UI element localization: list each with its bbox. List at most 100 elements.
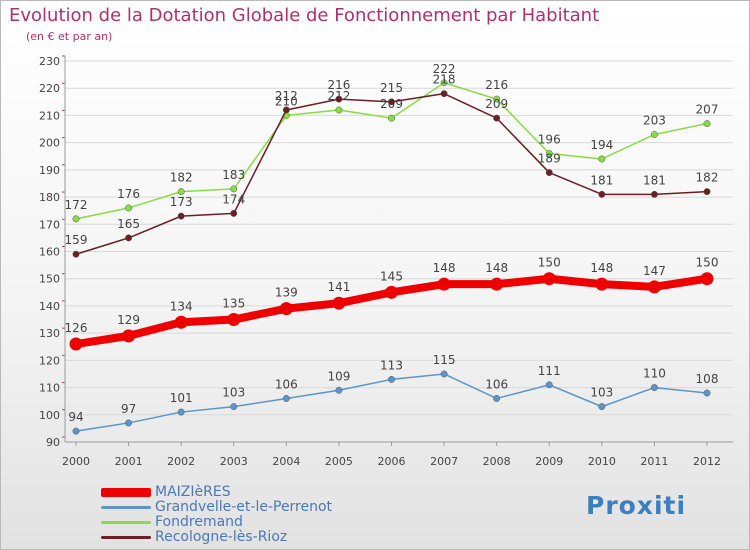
y-tick-label: 230 — [39, 55, 60, 68]
data-label: 222 — [433, 62, 456, 76]
y-tick-label: 140 — [39, 300, 60, 313]
data-point — [385, 285, 398, 299]
y-tick-label: 190 — [39, 164, 60, 177]
legend-label: Grandvelle-et-le-Perrenot — [155, 499, 333, 515]
data-point — [493, 114, 501, 122]
data-point — [125, 419, 133, 427]
y-tick-label: 110 — [39, 382, 60, 395]
x-tick-label: 2004 — [272, 455, 300, 468]
y-tick-label: 130 — [39, 327, 60, 340]
chart-title: Evolution de la Dotation Globale de Fonc… — [9, 5, 600, 26]
data-label: 94 — [68, 410, 83, 424]
logo-text: Proxiti — [586, 491, 687, 520]
data-label: 148 — [433, 261, 456, 275]
data-point — [703, 120, 711, 128]
data-label: 216 — [485, 78, 508, 92]
y-tick-label: 170 — [39, 218, 60, 231]
data-label: 129 — [117, 313, 140, 327]
data-point — [595, 277, 609, 291]
data-point — [437, 277, 451, 291]
data-label: 181 — [590, 173, 613, 187]
data-label: 215 — [380, 81, 403, 95]
legend-label: Recologne-lès-Rioz — [155, 529, 288, 545]
data-point — [545, 169, 553, 177]
data-point — [282, 395, 290, 402]
data-label: 182 — [170, 171, 193, 185]
x-tick-label: 2008 — [483, 455, 511, 468]
data-point — [440, 79, 448, 87]
data-point — [388, 98, 395, 106]
data-point — [545, 381, 553, 389]
x-tick-label: 2000 — [62, 455, 90, 468]
data-point — [598, 403, 606, 411]
data-point — [440, 90, 448, 98]
data-point — [177, 212, 185, 220]
data-point — [230, 403, 238, 411]
data-point — [72, 215, 80, 223]
data-label: 139 — [275, 286, 298, 300]
data-point — [650, 190, 658, 198]
x-tick-label: 2007 — [430, 455, 458, 468]
data-label: 110 — [643, 367, 666, 381]
data-label: 210 — [275, 94, 298, 108]
legend-label: Fondremand — [155, 514, 243, 530]
data-point — [122, 329, 136, 343]
data-label: 182 — [696, 171, 719, 185]
data-point — [493, 95, 501, 103]
data-label: 108 — [696, 372, 719, 386]
data-point — [230, 209, 238, 217]
x-tick-label: 2010 — [588, 455, 616, 468]
data-label: 101 — [170, 391, 193, 405]
data-label: 172 — [65, 198, 88, 212]
data-label: 147 — [643, 264, 666, 278]
x-tick-label: 2012 — [693, 455, 721, 468]
data-point — [440, 370, 448, 378]
y-tick-label: 200 — [39, 137, 60, 150]
data-label: 148 — [590, 261, 613, 275]
x-tick-label: 2005 — [325, 455, 353, 468]
data-label: 183 — [222, 168, 245, 182]
data-point — [125, 204, 133, 212]
data-label: 174 — [222, 192, 245, 206]
data-point — [598, 190, 606, 198]
x-tick-label: 2011 — [640, 455, 668, 468]
data-point — [703, 188, 711, 196]
data-point — [335, 95, 343, 103]
data-label: 134 — [170, 299, 193, 313]
data-label: 145 — [380, 269, 403, 283]
data-label: 181 — [643, 173, 666, 187]
data-label: 148 — [485, 261, 508, 275]
data-label: 196 — [538, 133, 561, 147]
chart-subtitle: (en € et par an) — [26, 30, 113, 43]
data-label: 189 — [538, 152, 561, 166]
data-point — [598, 155, 606, 163]
data-point — [230, 185, 238, 193]
data-point — [279, 302, 293, 316]
x-tick-label: 2001 — [115, 455, 143, 468]
data-label: 216 — [327, 78, 350, 92]
data-point — [647, 280, 661, 294]
data-label: 165 — [117, 217, 140, 231]
data-point — [72, 250, 80, 258]
proxiti-logo: Proxiti — [586, 491, 686, 520]
data-label: 150 — [696, 256, 719, 270]
data-label: 173 — [170, 195, 193, 209]
data-point — [332, 296, 346, 310]
data-label: 97 — [121, 402, 136, 416]
data-point — [72, 427, 80, 435]
data-point — [177, 408, 185, 416]
y-tick-label: 90 — [46, 436, 60, 449]
data-label: 113 — [380, 358, 403, 372]
data-label: 150 — [538, 256, 561, 270]
data-label: 126 — [65, 321, 88, 335]
data-point — [703, 389, 711, 397]
data-point — [227, 313, 241, 327]
y-tick-label: 160 — [39, 246, 60, 259]
data-label: 203 — [643, 113, 666, 127]
data-label: 212 — [275, 89, 298, 103]
data-label: 218 — [433, 73, 456, 87]
data-label: 115 — [433, 353, 456, 367]
data-point — [69, 337, 83, 351]
